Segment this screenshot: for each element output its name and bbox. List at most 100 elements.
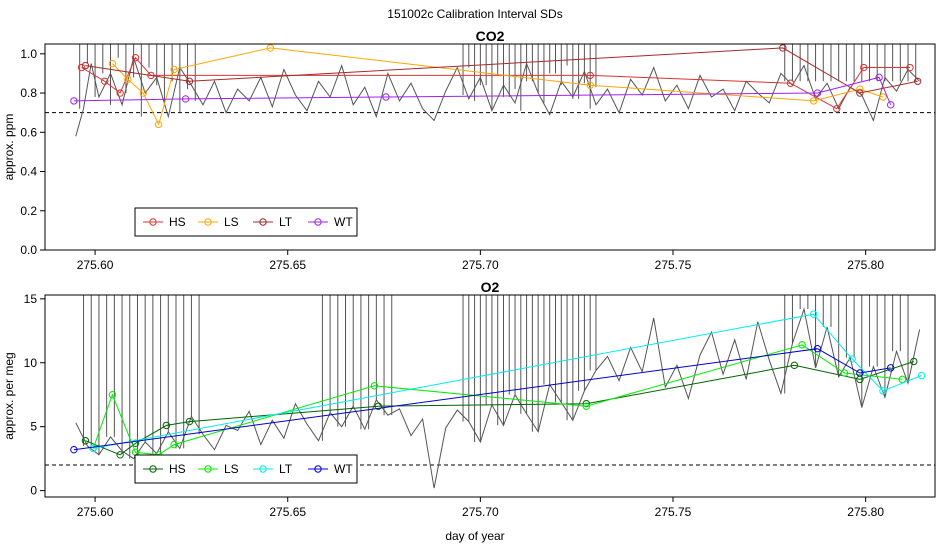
y-tick-label: 5 <box>30 420 37 434</box>
series-point-lt <box>917 371 926 380</box>
legend-label-hs: HS <box>169 462 186 476</box>
y-tick-label: 15 <box>24 292 38 306</box>
legend-swatch-marker <box>314 465 322 473</box>
series-point-ls <box>154 120 163 129</box>
y-tick-label: 0.4 <box>20 165 37 179</box>
series-point-lt <box>185 77 194 85</box>
series-line-hs <box>81 56 910 110</box>
legend-label-wt: WT <box>334 215 353 229</box>
o2-panel: O2 0 5 10 15 approx. per meg 275.60 275.65 275.7… <box>2 279 936 519</box>
series-point-ls <box>108 391 117 399</box>
y-tick-label: 10 <box>24 356 38 370</box>
y-tick-label: 0.6 <box>20 125 37 139</box>
plot-area <box>45 44 935 137</box>
series-line-lt <box>85 47 918 94</box>
series-line-lt <box>93 313 922 449</box>
series-point-hs <box>81 437 90 445</box>
series-point-lt <box>779 44 787 52</box>
series-point-hs <box>582 399 591 408</box>
series-point-ls <box>266 44 275 52</box>
series-line-wt <box>73 76 892 105</box>
series-line-ls <box>92 344 903 456</box>
legend-swatch-marker <box>204 218 212 226</box>
y-tick-label: 0.8 <box>20 86 37 100</box>
y-tick-label: 0 <box>30 484 37 498</box>
series-point-ls <box>898 375 906 384</box>
series-point-hs <box>860 63 868 72</box>
series-point-ls <box>170 440 178 449</box>
legend-label-wt: WT <box>334 462 353 476</box>
chart-main-title: 151002c Calibration Interval SDs <box>387 7 562 21</box>
series-point-hs <box>786 79 795 87</box>
series-point-wt <box>856 369 864 377</box>
series-point-ls <box>840 369 849 377</box>
series-point-ls <box>798 341 806 349</box>
y-axis-title: approx. per meg <box>2 352 16 439</box>
legend-label-lt: LT <box>279 462 293 476</box>
y-tick-label: 0.2 <box>20 204 37 218</box>
series-point-wt <box>813 344 822 353</box>
series-point-hs <box>910 357 918 366</box>
series-point-hs <box>586 71 594 80</box>
series-point-lt <box>856 89 864 97</box>
y-axis-title: approx. ppm <box>2 114 16 181</box>
plot-frame <box>44 294 936 498</box>
legend-swatch-marker <box>259 465 267 473</box>
panel-title: CO2 <box>476 28 505 44</box>
x-tick-label: 275.80 <box>847 258 884 272</box>
x-tick-label: 275.60 <box>77 505 114 519</box>
series-point-hs <box>790 361 799 370</box>
series-line-hs <box>85 361 914 456</box>
series-point-ls <box>809 97 818 105</box>
series-point-wt <box>181 95 190 103</box>
series-point-wt <box>70 445 78 454</box>
y-tick-label: 0.0 <box>20 243 37 257</box>
series-point-wt <box>813 89 822 97</box>
legend-label-ls: LS <box>224 215 239 229</box>
legend-label-lt: LT <box>279 215 293 229</box>
legend-swatch-marker <box>314 218 322 226</box>
x-tick-label: 275.65 <box>269 505 306 519</box>
x-tick-label: 275.70 <box>462 258 499 272</box>
legend-swatch-marker <box>149 218 157 226</box>
co2-panel: CO2 0.0 0.2 0.4 0.6 0.8 1.0 approx. ppm 275.60 27… <box>2 28 936 272</box>
x-tick-label: 275.60 <box>77 258 114 272</box>
series-line-wt <box>73 348 891 451</box>
series-point-ls <box>139 89 147 97</box>
series-point-hs <box>162 421 171 430</box>
series-point-ls <box>856 85 864 93</box>
x-tick-label: 275.65 <box>269 258 306 272</box>
series-point-hs <box>131 54 140 62</box>
series-point-hs <box>185 417 194 426</box>
series-point-lt <box>848 355 856 363</box>
series-point-hs <box>116 89 124 97</box>
series-point-ls <box>108 59 117 68</box>
plot-area <box>45 295 935 489</box>
x-axis-title: day of year <box>445 529 504 543</box>
x-tick-label: 275.80 <box>847 505 884 519</box>
legend-label-ls: LS <box>224 462 239 476</box>
y-tick-label: 1.0 <box>20 47 37 61</box>
series-point-ls <box>370 382 379 390</box>
legend-swatch-marker <box>259 218 267 226</box>
series-point-hs <box>833 105 841 113</box>
legend-label-hs: HS <box>169 215 186 229</box>
x-tick-label: 275.70 <box>462 505 499 519</box>
series-point-ls <box>582 402 591 410</box>
series-point-wt <box>70 97 78 105</box>
plot-frame <box>44 43 936 251</box>
x-tick-label: 275.75 <box>655 258 692 272</box>
series-point-lt <box>89 444 97 453</box>
series-point-lt <box>913 77 922 85</box>
series-point-wt <box>886 364 895 372</box>
sd-trace-line <box>75 307 921 489</box>
series-line-ls <box>112 47 884 126</box>
legend-swatch-marker <box>204 465 212 473</box>
series-point-lt <box>809 310 818 318</box>
panel-title: O2 <box>481 279 500 295</box>
series-point-hs <box>116 451 124 459</box>
series-point-lt <box>879 387 887 395</box>
series-point-wt <box>875 73 883 82</box>
series-point-hs <box>77 63 86 72</box>
